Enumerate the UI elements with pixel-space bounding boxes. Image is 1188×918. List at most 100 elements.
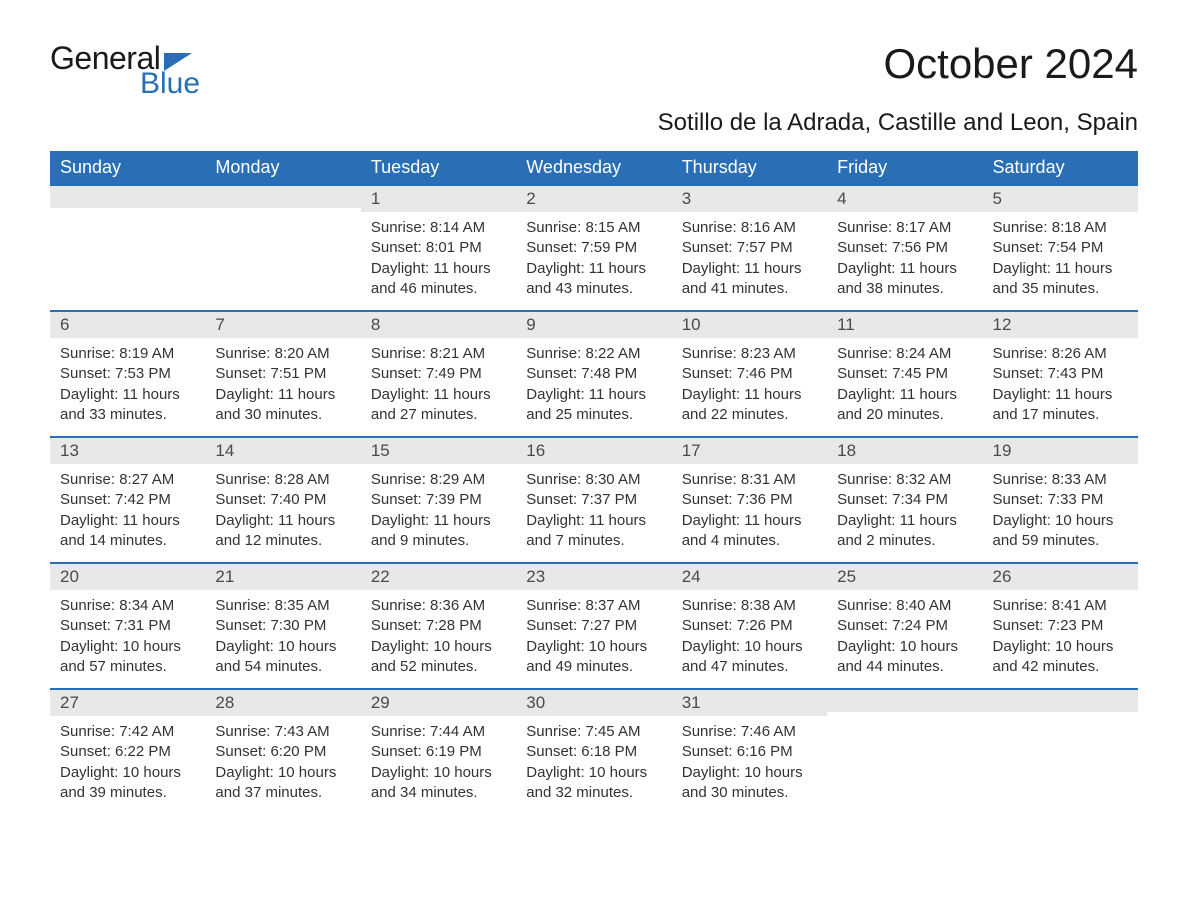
day-number: 2 [516, 184, 671, 212]
sunrise-line: Sunrise: 8:34 AM [60, 596, 195, 616]
day-number: 8 [361, 310, 516, 338]
calendar-cell-empty [827, 688, 982, 814]
sunrise-line: Sunrise: 8:37 AM [526, 596, 661, 616]
day-details: Sunrise: 8:31 AMSunset: 7:36 PMDaylight:… [672, 464, 827, 555]
day-details: Sunrise: 7:43 AMSunset: 6:20 PMDaylight:… [205, 716, 360, 807]
day-number: 17 [672, 436, 827, 464]
day-details: Sunrise: 8:35 AMSunset: 7:30 PMDaylight:… [205, 590, 360, 681]
day-details: Sunrise: 8:23 AMSunset: 7:46 PMDaylight:… [672, 338, 827, 429]
sunrise-line: Sunrise: 8:14 AM [371, 218, 506, 238]
page-title: October 2024 [883, 40, 1138, 88]
day-number: 21 [205, 562, 360, 590]
day-details: Sunrise: 7:42 AMSunset: 6:22 PMDaylight:… [50, 716, 205, 807]
daylight-line: Daylight: 11 hours and 46 minutes. [371, 259, 506, 300]
location-subtitle: Sotillo de la Adrada, Castille and Leon,… [50, 109, 1138, 137]
sunset-line: Sunset: 6:19 PM [371, 742, 506, 762]
daylight-line: Daylight: 11 hours and 35 minutes. [993, 259, 1128, 300]
day-number: 3 [672, 184, 827, 212]
daylight-line: Daylight: 10 hours and 44 minutes. [837, 637, 972, 678]
sunset-line: Sunset: 7:46 PM [682, 364, 817, 384]
sunset-line: Sunset: 7:33 PM [993, 490, 1128, 510]
sunrise-line: Sunrise: 8:19 AM [60, 344, 195, 364]
sunrise-line: Sunrise: 8:30 AM [526, 470, 661, 490]
calendar-cell: 9Sunrise: 8:22 AMSunset: 7:48 PMDaylight… [516, 310, 671, 436]
calendar-cell: 15Sunrise: 8:29 AMSunset: 7:39 PMDayligh… [361, 436, 516, 562]
calendar-cell: 24Sunrise: 8:38 AMSunset: 7:26 PMDayligh… [672, 562, 827, 688]
calendar-cell: 18Sunrise: 8:32 AMSunset: 7:34 PMDayligh… [827, 436, 982, 562]
calendar-cell: 30Sunrise: 7:45 AMSunset: 6:18 PMDayligh… [516, 688, 671, 814]
sunset-line: Sunset: 7:34 PM [837, 490, 972, 510]
sunrise-line: Sunrise: 8:21 AM [371, 344, 506, 364]
daylight-line: Daylight: 11 hours and 17 minutes. [993, 385, 1128, 426]
sunrise-line: Sunrise: 8:41 AM [993, 596, 1128, 616]
daylight-line: Daylight: 11 hours and 14 minutes. [60, 511, 195, 552]
daylight-line: Daylight: 11 hours and 4 minutes. [682, 511, 817, 552]
sunrise-line: Sunrise: 8:27 AM [60, 470, 195, 490]
day-details: Sunrise: 8:34 AMSunset: 7:31 PMDaylight:… [50, 590, 205, 681]
daylight-line: Daylight: 11 hours and 9 minutes. [371, 511, 506, 552]
day-details: Sunrise: 8:33 AMSunset: 7:33 PMDaylight:… [983, 464, 1138, 555]
day-number [50, 184, 205, 208]
sunrise-line: Sunrise: 8:26 AM [993, 344, 1128, 364]
calendar-week-row: 27Sunrise: 7:42 AMSunset: 6:22 PMDayligh… [50, 688, 1138, 814]
day-number: 18 [827, 436, 982, 464]
weekday-header: Friday [827, 151, 982, 184]
weekday-header: Monday [205, 151, 360, 184]
sunset-line: Sunset: 7:57 PM [682, 238, 817, 258]
calendar-cell-empty [50, 184, 205, 310]
sunset-line: Sunset: 7:28 PM [371, 616, 506, 636]
day-number: 11 [827, 310, 982, 338]
day-details: Sunrise: 8:18 AMSunset: 7:54 PMDaylight:… [983, 212, 1138, 303]
day-details: Sunrise: 8:19 AMSunset: 7:53 PMDaylight:… [50, 338, 205, 429]
sunrise-line: Sunrise: 8:16 AM [682, 218, 817, 238]
day-details: Sunrise: 8:21 AMSunset: 7:49 PMDaylight:… [361, 338, 516, 429]
daylight-line: Daylight: 11 hours and 33 minutes. [60, 385, 195, 426]
day-number: 12 [983, 310, 1138, 338]
logo: General Blue [50, 40, 200, 101]
sunrise-line: Sunrise: 7:43 AM [215, 722, 350, 742]
day-number: 30 [516, 688, 671, 716]
sunset-line: Sunset: 7:40 PM [215, 490, 350, 510]
daylight-line: Daylight: 11 hours and 41 minutes. [682, 259, 817, 300]
sunrise-line: Sunrise: 8:15 AM [526, 218, 661, 238]
sunset-line: Sunset: 7:39 PM [371, 490, 506, 510]
weekday-header: Wednesday [516, 151, 671, 184]
daylight-line: Daylight: 10 hours and 32 minutes. [526, 763, 661, 804]
sunrise-line: Sunrise: 8:23 AM [682, 344, 817, 364]
day-number: 5 [983, 184, 1138, 212]
calendar-cell: 28Sunrise: 7:43 AMSunset: 6:20 PMDayligh… [205, 688, 360, 814]
sunset-line: Sunset: 6:16 PM [682, 742, 817, 762]
daylight-line: Daylight: 11 hours and 30 minutes. [215, 385, 350, 426]
sunrise-line: Sunrise: 8:17 AM [837, 218, 972, 238]
daylight-line: Daylight: 10 hours and 42 minutes. [993, 637, 1128, 678]
calendar-cell: 8Sunrise: 8:21 AMSunset: 7:49 PMDaylight… [361, 310, 516, 436]
weekday-header-row: SundayMondayTuesdayWednesdayThursdayFrid… [50, 151, 1138, 184]
calendar-week-row: 1Sunrise: 8:14 AMSunset: 8:01 PMDaylight… [50, 184, 1138, 310]
calendar-cell: 1Sunrise: 8:14 AMSunset: 8:01 PMDaylight… [361, 184, 516, 310]
sunrise-line: Sunrise: 8:22 AM [526, 344, 661, 364]
day-details: Sunrise: 8:37 AMSunset: 7:27 PMDaylight:… [516, 590, 671, 681]
calendar-cell: 20Sunrise: 8:34 AMSunset: 7:31 PMDayligh… [50, 562, 205, 688]
calendar-cell: 4Sunrise: 8:17 AMSunset: 7:56 PMDaylight… [827, 184, 982, 310]
daylight-line: Daylight: 10 hours and 57 minutes. [60, 637, 195, 678]
calendar-cell-empty [205, 184, 360, 310]
day-details: Sunrise: 8:15 AMSunset: 7:59 PMDaylight:… [516, 212, 671, 303]
daylight-line: Daylight: 10 hours and 52 minutes. [371, 637, 506, 678]
calendar-cell-empty [983, 688, 1138, 814]
day-details: Sunrise: 7:45 AMSunset: 6:18 PMDaylight:… [516, 716, 671, 807]
calendar-cell: 27Sunrise: 7:42 AMSunset: 6:22 PMDayligh… [50, 688, 205, 814]
calendar-cell: 3 Sunrise: 8:16 AMSunset: 7:57 PMDaylight… [672, 184, 827, 310]
sunrise-line: Sunrise: 8:38 AM [682, 596, 817, 616]
sunset-line: Sunset: 7:37 PM [526, 490, 661, 510]
sunrise-line: Sunrise: 8:31 AM [682, 470, 817, 490]
calendar-cell: 5Sunrise: 8:18 AMSunset: 7:54 PMDaylight… [983, 184, 1138, 310]
day-details: Sunrise: 8:40 AMSunset: 7:24 PMDaylight:… [827, 590, 982, 681]
day-number: 19 [983, 436, 1138, 464]
sunrise-line: Sunrise: 7:45 AM [526, 722, 661, 742]
sunset-line: Sunset: 7:49 PM [371, 364, 506, 384]
day-details: Sunrise: 8:29 AMSunset: 7:39 PMDaylight:… [361, 464, 516, 555]
sunset-line: Sunset: 6:18 PM [526, 742, 661, 762]
daylight-line: Daylight: 11 hours and 12 minutes. [215, 511, 350, 552]
day-details: Sunrise: 8:41 AMSunset: 7:23 PMDaylight:… [983, 590, 1138, 681]
sunset-line: Sunset: 7:43 PM [993, 364, 1128, 384]
